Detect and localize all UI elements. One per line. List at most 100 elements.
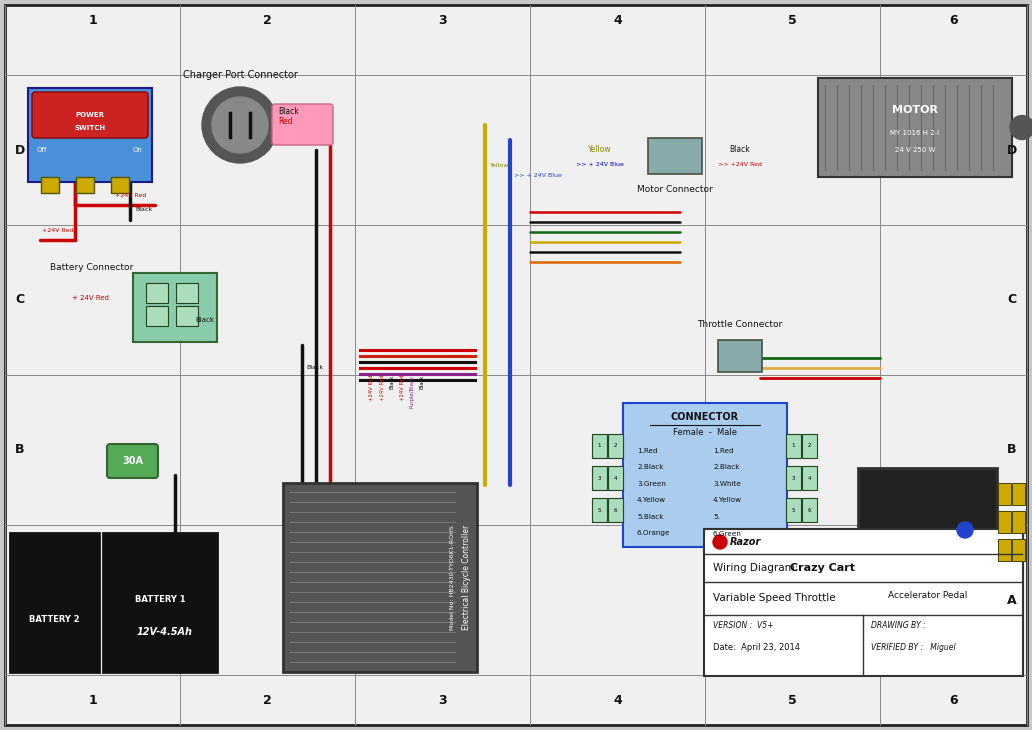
FancyBboxPatch shape — [1012, 483, 1025, 505]
FancyBboxPatch shape — [133, 273, 217, 342]
Text: Model No: HB2430-TYD6K1-ROHS: Model No: HB2430-TYD6K1-ROHS — [451, 525, 455, 630]
FancyBboxPatch shape — [998, 511, 1011, 533]
FancyBboxPatch shape — [786, 434, 801, 458]
Text: 3.White: 3.White — [713, 481, 741, 487]
Text: 6: 6 — [808, 507, 811, 512]
Text: Black: Black — [195, 317, 214, 323]
Text: 4.Yellow: 4.Yellow — [637, 498, 666, 504]
Text: 5.: 5. — [713, 514, 720, 520]
FancyBboxPatch shape — [623, 403, 787, 547]
Text: Female  -  Male: Female - Male — [673, 429, 737, 437]
Text: VERSION :  V5+: VERSION : V5+ — [713, 621, 774, 631]
FancyBboxPatch shape — [608, 434, 623, 458]
FancyBboxPatch shape — [998, 483, 1011, 505]
FancyBboxPatch shape — [608, 466, 623, 490]
Text: Black: Black — [730, 145, 750, 155]
Text: +24V Red: +24V Red — [115, 193, 147, 198]
Text: 30A: 30A — [122, 456, 143, 466]
FancyBboxPatch shape — [107, 444, 158, 478]
Text: MY 1016 H 2-I: MY 1016 H 2-I — [891, 130, 939, 136]
Text: 4: 4 — [613, 13, 622, 26]
Text: 2: 2 — [614, 444, 617, 448]
Text: SWITCH: SWITCH — [74, 125, 105, 131]
Text: 1.Red: 1.Red — [713, 448, 734, 454]
Text: +24V Red: +24V Red — [42, 228, 73, 233]
Text: BATTERY 2: BATTERY 2 — [29, 615, 79, 624]
FancyBboxPatch shape — [802, 434, 817, 458]
Text: 3: 3 — [439, 694, 447, 707]
Text: A: A — [15, 593, 25, 607]
Text: Black: Black — [278, 107, 298, 117]
FancyBboxPatch shape — [592, 434, 607, 458]
FancyBboxPatch shape — [176, 306, 198, 326]
FancyBboxPatch shape — [858, 468, 997, 577]
Text: On: On — [133, 147, 143, 153]
Text: 4.Yellow: 4.Yellow — [713, 498, 742, 504]
FancyBboxPatch shape — [592, 466, 607, 490]
FancyBboxPatch shape — [802, 498, 817, 522]
Text: 1: 1 — [88, 13, 97, 26]
Text: 5: 5 — [788, 13, 797, 26]
Text: 2: 2 — [263, 694, 271, 707]
FancyBboxPatch shape — [718, 340, 762, 372]
Text: 3: 3 — [792, 475, 796, 480]
FancyBboxPatch shape — [786, 466, 801, 490]
FancyBboxPatch shape — [786, 498, 801, 522]
Text: 1: 1 — [792, 444, 796, 448]
Text: Black: Black — [135, 207, 152, 212]
Text: BATTERY 1: BATTERY 1 — [135, 596, 186, 604]
FancyBboxPatch shape — [592, 498, 607, 522]
Text: 4: 4 — [614, 475, 617, 480]
Text: 5.Black: 5.Black — [637, 514, 664, 520]
Text: 2: 2 — [263, 13, 271, 26]
Text: Purple/Black: Purple/Black — [410, 375, 415, 408]
Text: 6.Orange: 6.Orange — [637, 531, 671, 537]
Text: D: D — [14, 144, 25, 156]
Text: MOTOR: MOTOR — [892, 105, 938, 115]
FancyBboxPatch shape — [1012, 539, 1025, 561]
FancyBboxPatch shape — [146, 283, 168, 303]
FancyBboxPatch shape — [704, 529, 1023, 676]
FancyBboxPatch shape — [1012, 511, 1025, 533]
Text: 2.Black: 2.Black — [637, 464, 664, 471]
FancyBboxPatch shape — [648, 138, 702, 174]
Text: +24V Red: +24V Red — [369, 375, 375, 402]
Text: D: D — [1007, 144, 1018, 156]
FancyBboxPatch shape — [146, 306, 168, 326]
Circle shape — [1010, 115, 1032, 139]
Text: Black: Black — [419, 375, 424, 389]
Text: +24V Red: +24V Red — [399, 375, 405, 402]
Text: Black: Black — [307, 365, 323, 370]
Circle shape — [713, 535, 727, 549]
FancyBboxPatch shape — [10, 533, 99, 672]
Text: DRAWING BY :: DRAWING BY : — [871, 621, 927, 631]
FancyBboxPatch shape — [103, 533, 217, 672]
Text: 6: 6 — [949, 13, 958, 26]
FancyBboxPatch shape — [176, 283, 198, 303]
Text: Off: Off — [37, 147, 47, 153]
FancyBboxPatch shape — [802, 466, 817, 490]
FancyBboxPatch shape — [41, 177, 59, 193]
Text: Black: Black — [180, 550, 197, 555]
Text: VERIFIED BY :   Miguel: VERIFIED BY : Miguel — [871, 644, 956, 653]
Text: Charger Port Connector: Charger Port Connector — [183, 70, 297, 80]
FancyBboxPatch shape — [818, 78, 1012, 177]
Text: Crazy Cart: Crazy Cart — [791, 563, 854, 573]
FancyBboxPatch shape — [5, 5, 1027, 725]
Text: Variable Speed Throttle: Variable Speed Throttle — [713, 593, 836, 603]
Text: 6: 6 — [614, 507, 617, 512]
Text: 2.Black: 2.Black — [713, 464, 740, 471]
Text: C: C — [1007, 293, 1017, 307]
Text: Razor: Razor — [730, 537, 762, 547]
Text: + 24V Red: + 24V Red — [71, 295, 108, 301]
FancyBboxPatch shape — [32, 92, 148, 138]
Text: 1: 1 — [88, 694, 97, 707]
FancyBboxPatch shape — [28, 88, 152, 182]
Text: 4: 4 — [613, 694, 622, 707]
FancyBboxPatch shape — [283, 483, 477, 672]
Text: Throttle Connector: Throttle Connector — [698, 320, 782, 329]
Text: 5: 5 — [792, 507, 796, 512]
Text: POWER: POWER — [75, 112, 104, 118]
FancyBboxPatch shape — [608, 498, 623, 522]
FancyBboxPatch shape — [111, 177, 129, 193]
